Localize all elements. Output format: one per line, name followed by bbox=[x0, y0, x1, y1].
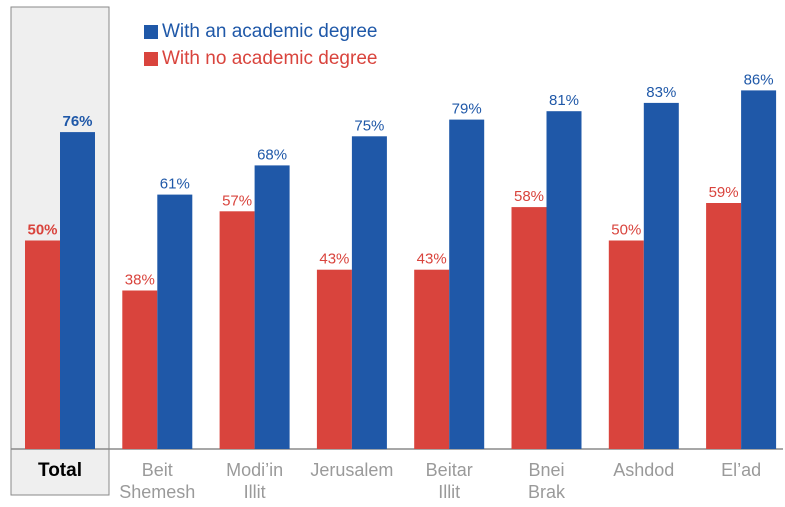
bar-degree-4 bbox=[449, 119, 485, 449]
legend-item-academic: With an academic degree bbox=[144, 18, 377, 45]
bar-no-degree-3 bbox=[316, 269, 352, 449]
x-tick-label-2: Modi’in Illit bbox=[226, 460, 283, 502]
legend-swatch-academic bbox=[144, 24, 158, 39]
x-tick-label-0: Total bbox=[38, 460, 82, 481]
bar-degree-5 bbox=[546, 111, 582, 449]
value-label-degree-1: 61% bbox=[160, 176, 190, 193]
bar-degree-2 bbox=[254, 165, 290, 449]
value-label-degree-7: 86% bbox=[744, 71, 774, 88]
x-tick-label-1: Beit Shemesh bbox=[119, 460, 195, 502]
bar-no-degree-5 bbox=[511, 207, 547, 449]
value-label-degree-2: 68% bbox=[257, 146, 287, 163]
value-label-no-degree-7: 59% bbox=[709, 184, 739, 201]
bar-no-degree-6 bbox=[608, 240, 644, 449]
bar-degree-3 bbox=[351, 136, 387, 450]
value-label-no-degree-3: 43% bbox=[319, 251, 349, 268]
value-label-no-degree-2: 57% bbox=[222, 192, 252, 209]
legend-label-no-academic: With no academic degree bbox=[162, 48, 378, 69]
tick-label-group: Total Beit Shemesh Modi’in Illit Jerusalem Bei… bbox=[38, 460, 761, 502]
bar-no-degree-1 bbox=[122, 290, 158, 449]
x-tick-label-3: Jerusalem bbox=[310, 460, 393, 480]
value-label-no-degree-6: 50% bbox=[611, 222, 641, 239]
value-label-degree-3: 75% bbox=[354, 117, 384, 134]
value-label-degree-4: 79% bbox=[452, 101, 482, 118]
bar-no-degree-4 bbox=[414, 269, 450, 449]
legend-label-academic: With an academic degree bbox=[162, 21, 378, 42]
x-tick-label-7: El’ad bbox=[721, 460, 761, 480]
bar-degree-7 bbox=[741, 90, 777, 450]
bar-no-degree-7 bbox=[706, 203, 742, 449]
value-label-degree-5: 81% bbox=[549, 92, 579, 109]
x-tick-label-4: Beitar Illit bbox=[426, 460, 473, 502]
bar-group bbox=[25, 90, 777, 450]
value-label-no-degree-4: 43% bbox=[417, 251, 447, 268]
value-label-no-degree-1: 38% bbox=[125, 272, 155, 289]
bar-no-degree-0 bbox=[25, 240, 60, 449]
value-label-degree-6: 83% bbox=[646, 84, 676, 101]
bar-degree-6 bbox=[643, 102, 679, 450]
x-tick-label-5: Bnei Brak bbox=[528, 460, 566, 502]
value-label-group: 50% 76% 38% 61% 57% 68% 43% 75% 43% 79% 58% 81% 50% 8… bbox=[27, 71, 773, 288]
bar-degree-0 bbox=[60, 132, 95, 449]
x-tick-label-6: Ashdod bbox=[613, 460, 674, 480]
legend: With an academic degree With no academic… bbox=[144, 18, 377, 72]
bar-no-degree-2 bbox=[219, 211, 255, 449]
bar-degree-1 bbox=[157, 194, 193, 449]
value-label-no-degree-0: 50% bbox=[27, 222, 57, 239]
legend-item-no-academic: With no academic degree bbox=[144, 45, 377, 72]
value-label-no-degree-5: 58% bbox=[514, 188, 544, 205]
legend-swatch-no-academic bbox=[144, 51, 158, 66]
value-label-degree-0: 76% bbox=[62, 113, 92, 130]
